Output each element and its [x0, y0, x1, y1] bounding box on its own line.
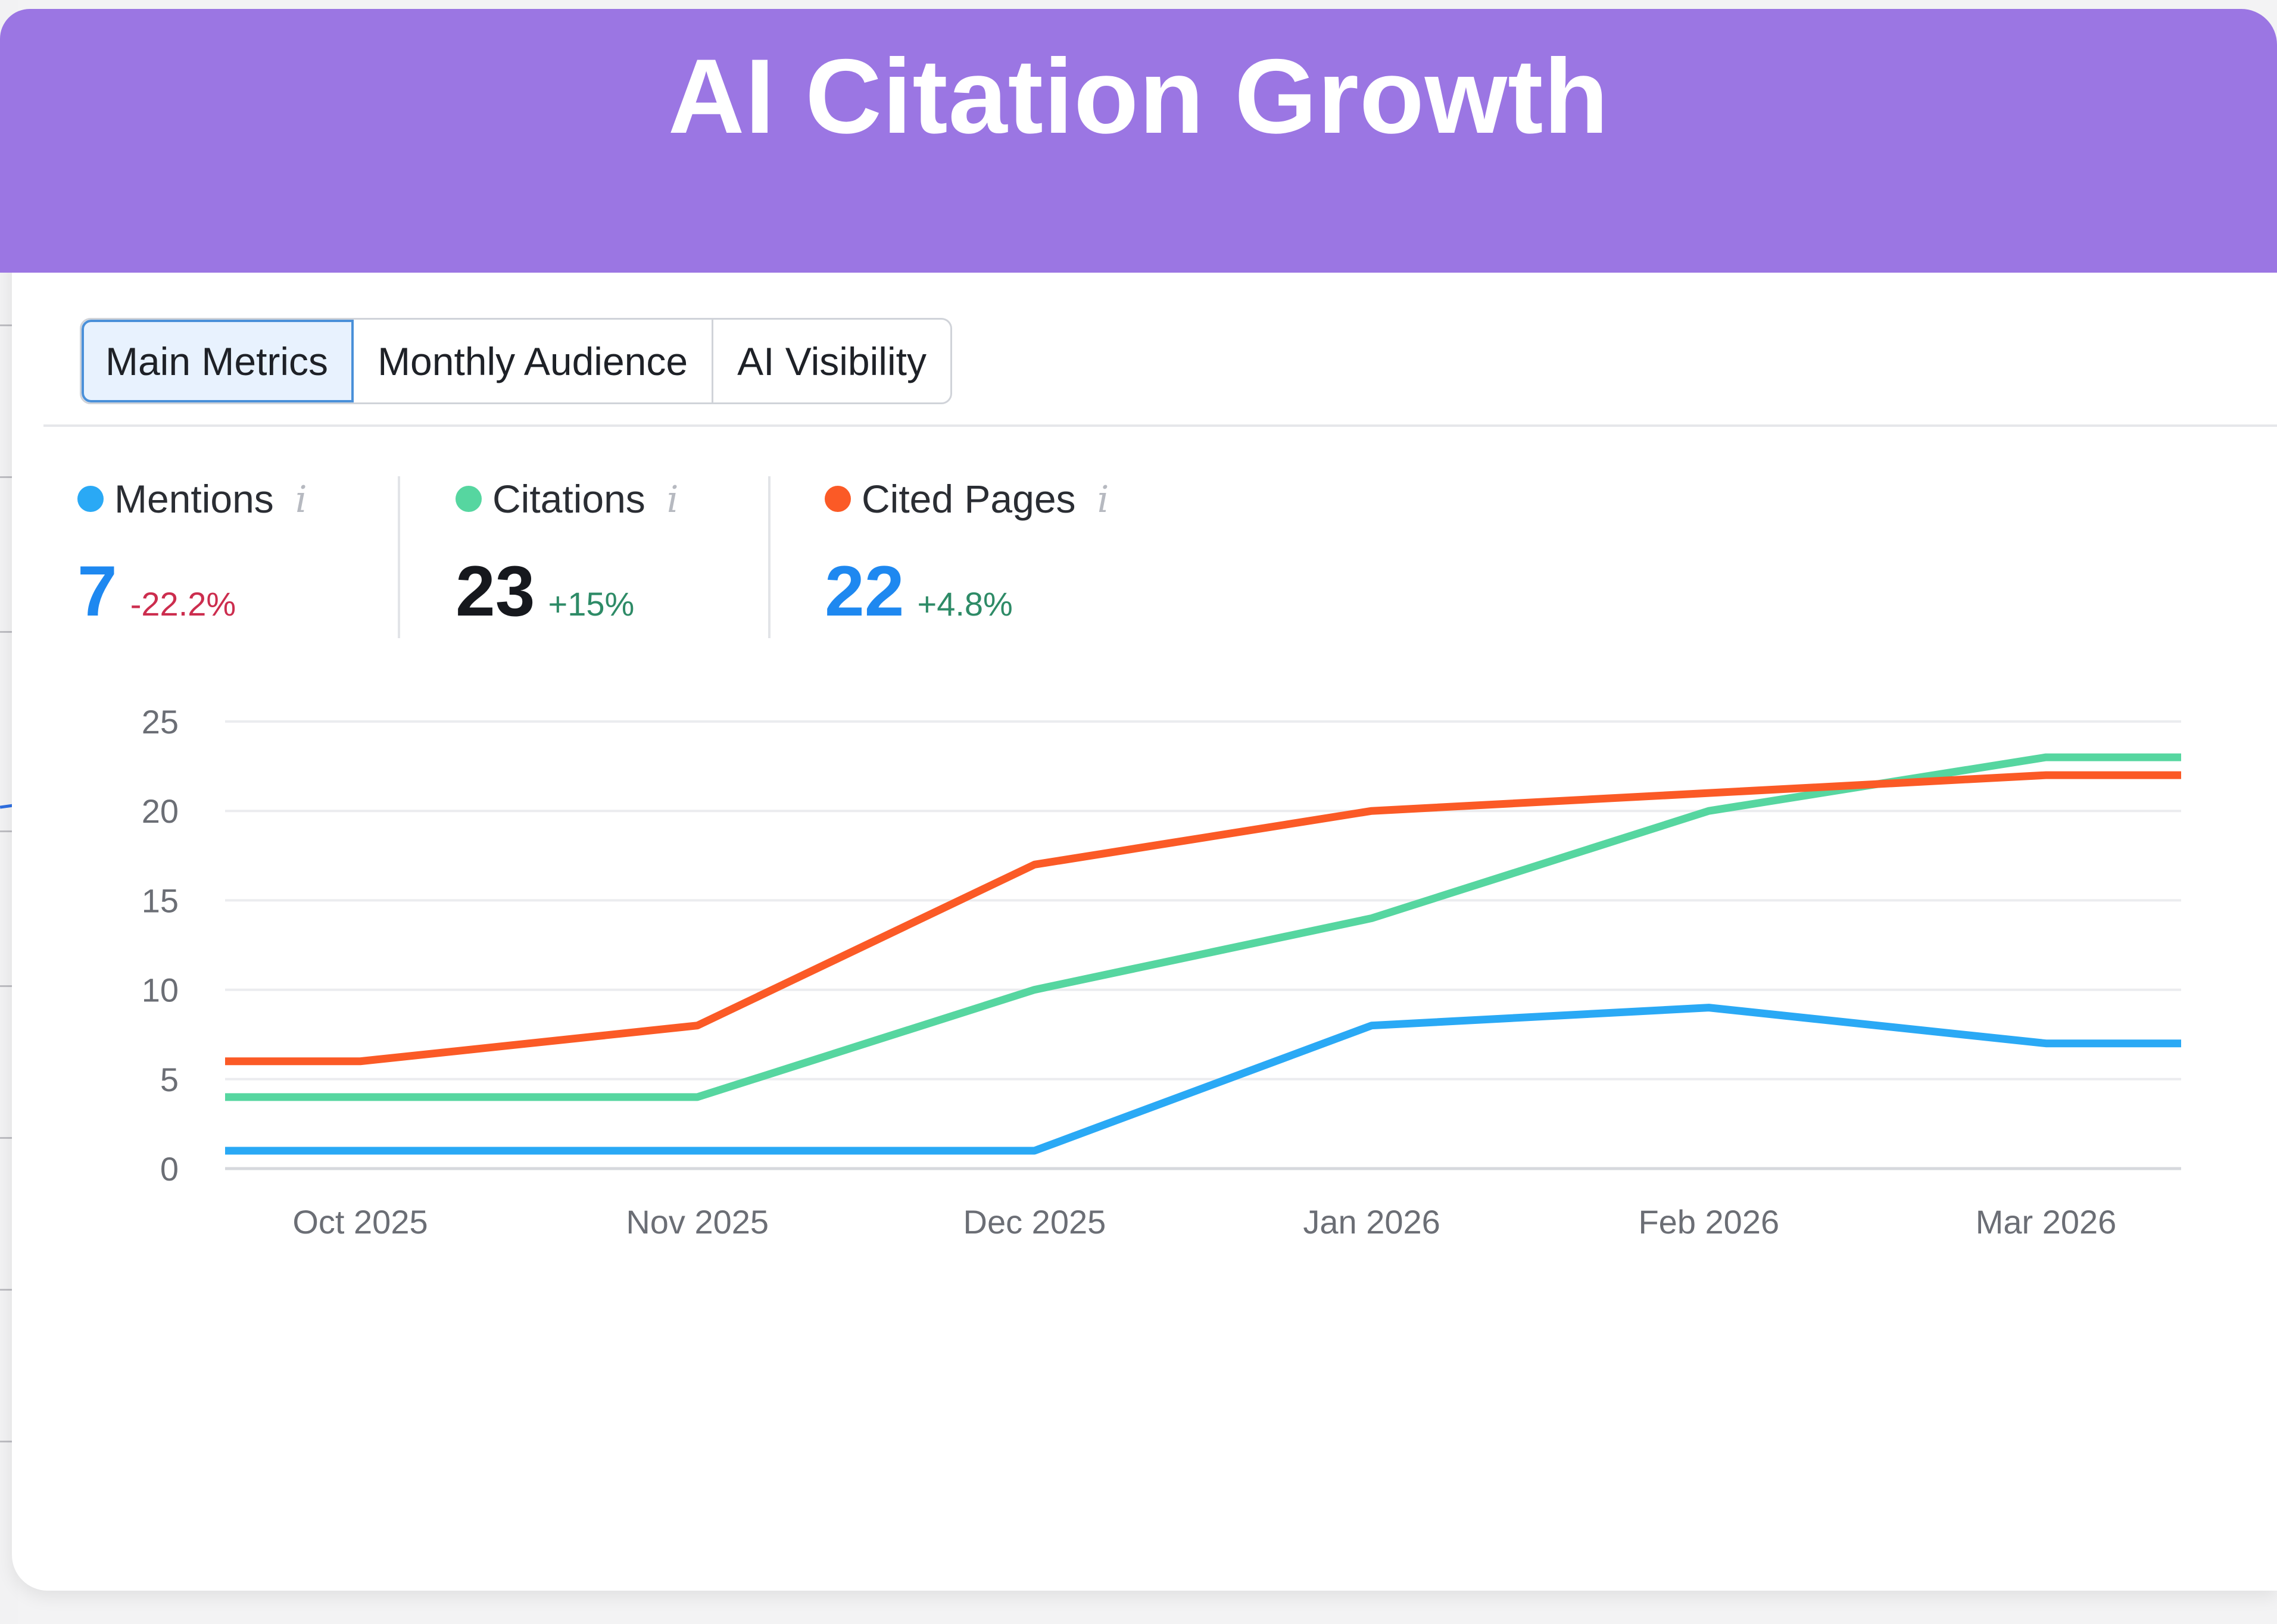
title-banner: AI Citation Growth	[0, 9, 2277, 273]
series-line-citations[interactable]	[225, 753, 2181, 1101]
x-tick-label: Oct 2025	[292, 1203, 428, 1241]
metric-separator	[398, 476, 400, 638]
y-tick-label: 5	[160, 1061, 179, 1098]
metric-delta: +15%	[548, 585, 635, 623]
tab-ai-visibility[interactable]: AI Visibility	[737, 339, 927, 383]
background-gridline	[0, 985, 13, 987]
metric-cited-pages: Cited Pages i 22 +4.8%	[825, 476, 1109, 632]
info-icon[interactable]: i	[666, 477, 679, 521]
background-gridline	[0, 476, 13, 478]
info-icon[interactable]: i	[295, 477, 307, 521]
tab-monthly-audience[interactable]: Monthly Audience	[354, 320, 714, 402]
background-gridline	[0, 830, 13, 832]
metric-label: Mentions	[114, 477, 274, 521]
tab-group: Main Metrics Monthly Audience AI Visibil…	[80, 318, 952, 404]
legend-dot-icon	[77, 486, 104, 512]
metric-label: Cited Pages	[862, 477, 1076, 521]
metric-citations: Citations i 23 +15%	[456, 476, 679, 632]
legend-dot-icon	[825, 486, 851, 512]
y-tick-label: 15	[142, 882, 179, 919]
info-icon[interactable]: i	[1097, 477, 1109, 521]
divider	[43, 424, 2277, 427]
metric-value: 22	[825, 551, 904, 631]
series-line-cited-pages[interactable]	[225, 771, 2181, 1066]
y-tick-label: 20	[142, 792, 179, 830]
background-gridline	[0, 1441, 13, 1442]
metric-label: Citations	[492, 477, 645, 521]
metrics-card	[12, 226, 2277, 1591]
x-tick-label: Dec 2025	[963, 1203, 1106, 1241]
page-title: AI Citation Growth	[667, 37, 1610, 155]
series-line-mentions[interactable]	[225, 1004, 2181, 1155]
metric-value: 23	[456, 551, 535, 631]
metric-delta: +4.8%	[917, 585, 1013, 623]
background-gridline	[0, 1137, 13, 1139]
metric-separator	[768, 476, 771, 638]
x-tick-label: Mar 2026	[1976, 1203, 2117, 1241]
background-gridline	[0, 631, 13, 633]
y-tick-label: 10	[142, 972, 179, 1009]
metric-value: 7	[77, 551, 117, 631]
metric-delta: -22.2%	[130, 585, 236, 623]
x-tick-label: Nov 2025	[626, 1203, 769, 1241]
x-tick-label: Jan 2026	[1303, 1203, 1440, 1241]
x-tick-label: Feb 2026	[1638, 1203, 1779, 1241]
background-gridline	[0, 324, 13, 326]
tab-main-metrics[interactable]: Main Metrics	[82, 320, 354, 402]
metric-mentions: Mentions i 7 -22.2%	[77, 476, 307, 632]
y-tick-label: 0	[160, 1150, 179, 1188]
legend-dot-icon	[456, 486, 482, 512]
background-gridline	[0, 1289, 13, 1291]
y-tick-label: 25	[142, 703, 179, 741]
